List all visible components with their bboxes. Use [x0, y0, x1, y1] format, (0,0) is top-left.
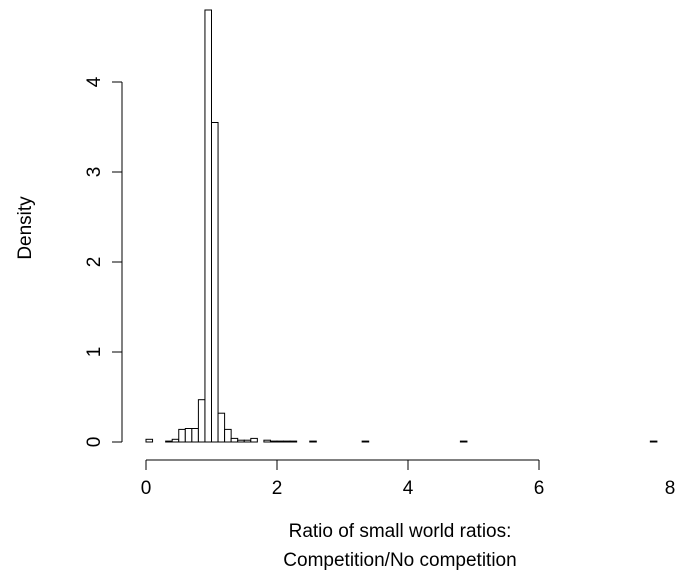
bar: [649, 440, 658, 443]
y-tick-label: 0: [84, 437, 105, 448]
bar: [459, 440, 468, 443]
bar: [217, 412, 226, 443]
bar: [243, 439, 252, 443]
bar: [191, 428, 199, 443]
bar: [276, 440, 285, 443]
bar: [204, 9, 212, 443]
x-axis-label: Competition/No competition: [283, 550, 516, 571]
x-tick-label: 2: [272, 478, 283, 499]
y-tick-label: 3: [84, 167, 105, 178]
bar: [224, 428, 232, 443]
bar: [211, 122, 219, 443]
bar: [269, 440, 278, 443]
bar: [250, 437, 258, 443]
bar: [145, 438, 154, 443]
bar: [171, 438, 180, 443]
bar: [230, 437, 239, 443]
bar: [197, 399, 206, 443]
bar: [289, 440, 298, 443]
bar: [283, 440, 291, 443]
x-tick-label: 4: [403, 478, 414, 499]
bar: [165, 440, 173, 443]
y-tick-label: 2: [84, 257, 105, 268]
x-tick-label: 0: [141, 478, 152, 499]
bar: [237, 439, 245, 443]
x-tick-label: 6: [534, 478, 545, 499]
x-axis-label: Ratio of small world ratios:: [289, 521, 512, 542]
y-tick-label: 1: [84, 347, 105, 358]
x-tick-label: 8: [665, 478, 675, 499]
bar: [184, 428, 193, 443]
bar: [361, 440, 370, 443]
y-axis-label: Density: [15, 196, 36, 260]
bar: [309, 440, 317, 443]
bar: [263, 439, 271, 443]
bar: [178, 428, 186, 443]
y-tick-label: 4: [84, 76, 105, 87]
